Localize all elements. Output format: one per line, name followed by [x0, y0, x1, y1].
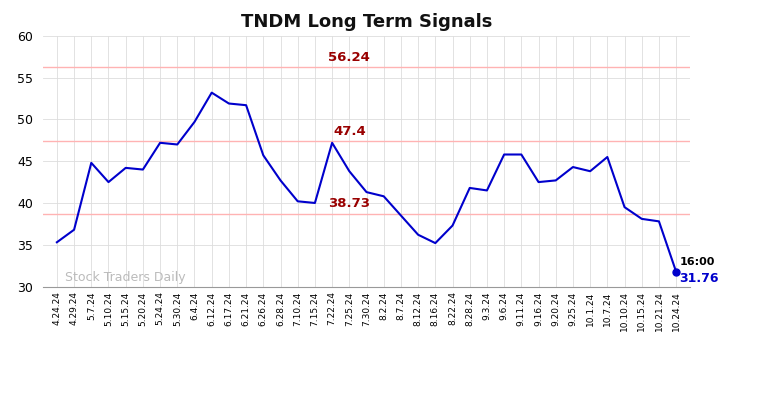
Text: 56.24: 56.24	[328, 51, 370, 64]
Point	[670, 269, 682, 275]
Text: 16:00: 16:00	[680, 257, 715, 267]
Text: 31.76: 31.76	[680, 272, 719, 285]
Text: 47.4: 47.4	[333, 125, 365, 138]
Text: 38.73: 38.73	[328, 197, 370, 210]
Text: Stock Traders Daily: Stock Traders Daily	[66, 271, 186, 284]
Title: TNDM Long Term Signals: TNDM Long Term Signals	[241, 14, 492, 31]
